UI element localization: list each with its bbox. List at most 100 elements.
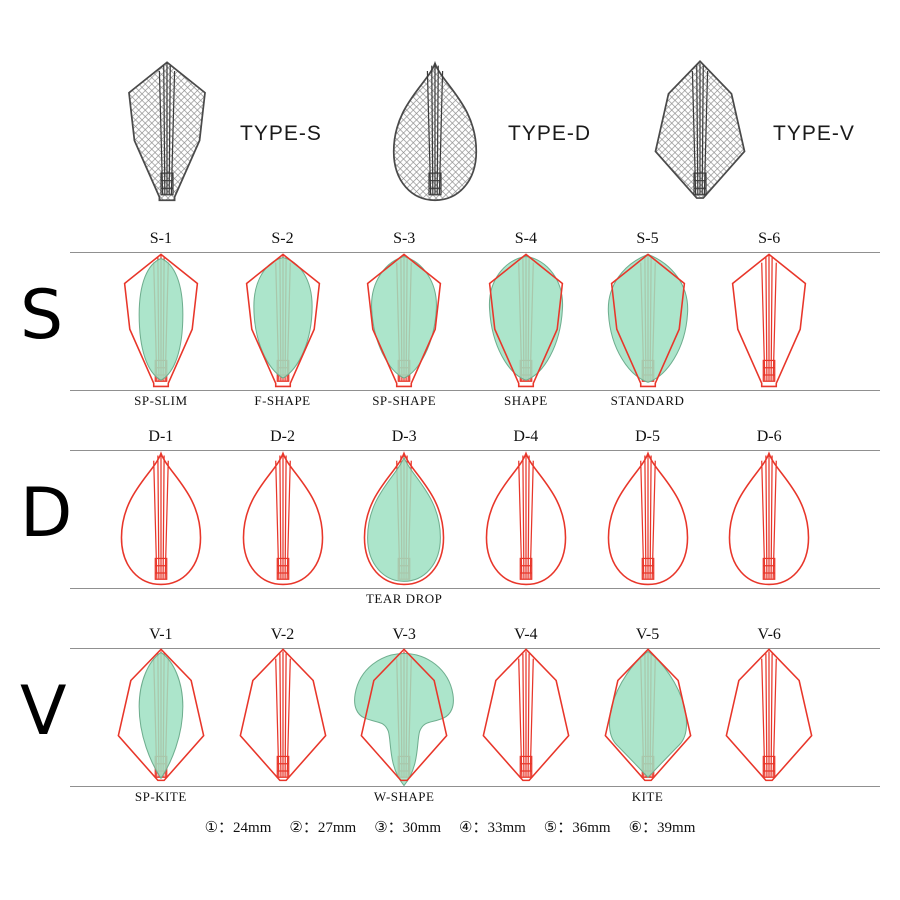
cell-v2: V-2 xyxy=(222,624,344,806)
type-d-group: TYPE-D xyxy=(380,58,591,210)
type-d-label: TYPE-D xyxy=(508,122,592,145)
cell-s5: S-5 STANDARD xyxy=(587,228,709,410)
row-s: S-1 SP-SLIM S-2 F-SHAPE S-3 xyxy=(70,228,880,410)
cell-s1: S-1 SP-SLIM xyxy=(100,228,222,410)
flight-diagram-v5 xyxy=(604,648,691,782)
row-v-divider-bottom xyxy=(70,786,880,787)
cell-d1: D-1 xyxy=(100,426,222,608)
row-letter-d: D xyxy=(20,474,73,553)
cell-s4: S-4 SHAPE xyxy=(465,228,587,410)
cell-caption: SP-SHAPE xyxy=(372,393,437,408)
cell-id: V-3 xyxy=(392,626,416,643)
type-v-drawing xyxy=(654,60,746,199)
cell-s6: S-6 xyxy=(708,228,830,410)
legend-item-6: ⑥：39mm xyxy=(628,820,696,836)
flight-stem xyxy=(761,254,778,382)
cell-id: D-2 xyxy=(270,428,295,445)
row-v: V-1 SP-KITE V-2 V-3 W-SHAPE xyxy=(70,624,880,806)
row-letter-s: S xyxy=(20,276,64,355)
cell-id: D-4 xyxy=(513,428,539,445)
cell-id: D-6 xyxy=(756,428,782,445)
cell-id: V-5 xyxy=(635,626,660,643)
cell-v5: V-5 KITE xyxy=(587,624,709,806)
cell-d2: D-2 xyxy=(222,426,344,608)
legend-item-1: ①：24mm xyxy=(204,820,272,836)
cell-v3: V-3 W-SHAPE xyxy=(343,624,465,806)
cell-id: D-3 xyxy=(391,428,417,445)
row-d-cells: D-1 D-2 D-3 TEAR DROP D-4 xyxy=(100,426,830,608)
flight-fill-shape xyxy=(252,256,313,379)
flight-diagram-s5 xyxy=(607,253,688,388)
cell-id: S-3 xyxy=(393,230,416,247)
flight-stem xyxy=(517,452,534,580)
flight-fill-shape xyxy=(367,457,442,582)
type-s-group: TYPE-S xyxy=(112,58,322,210)
type-d-drawing xyxy=(392,62,478,202)
flight-fill-shape xyxy=(138,257,184,381)
flight-diagram-s6 xyxy=(732,253,807,388)
row-d: D-1 D-2 D-3 TEAR DROP D-4 xyxy=(70,426,880,608)
size-legend: ①：24mm ②：27mm ③：30mm ④：33mm ⑤：36mm ⑥：39m… xyxy=(0,816,900,837)
cell-id: S-2 xyxy=(271,230,294,247)
cell-caption: KITE xyxy=(631,789,664,804)
cell-d6: D-6 xyxy=(708,426,830,608)
flight-diagram-d2 xyxy=(242,452,323,586)
flight-stem xyxy=(274,650,291,778)
row-v-divider-top xyxy=(70,648,880,649)
cell-v6: V-6 xyxy=(708,624,830,806)
cell-d3: D-3 TEAR DROP xyxy=(343,426,465,608)
row-d-divider-top xyxy=(70,450,880,451)
cell-v1: V-1 SP-KITE xyxy=(100,624,222,806)
flight-diagram-s2 xyxy=(245,253,320,388)
row-s-divider-bottom xyxy=(70,390,880,391)
cell-id: S-6 xyxy=(758,230,781,247)
cell-caption: W-SHAPE xyxy=(373,789,435,804)
flight-diagram-d5 xyxy=(607,452,688,586)
cell-id: S-4 xyxy=(514,230,537,247)
flight-diagram-v4 xyxy=(482,648,570,782)
cell-caption: SHAPE xyxy=(504,393,548,408)
flight-diagram-s3 xyxy=(366,253,442,388)
cell-id: V-2 xyxy=(270,626,295,643)
flight-diagram-d6 xyxy=(728,452,810,586)
legend-item-5: ⑤：36mm xyxy=(543,820,611,836)
cell-v4: V-4 xyxy=(465,624,587,806)
type-s-label: TYPE-S xyxy=(240,122,322,145)
flight-diagram-d4 xyxy=(485,452,567,586)
type-s-drawing xyxy=(128,61,206,202)
cell-s3: S-3 SP-SHAPE xyxy=(343,228,465,410)
flight-diagram-s4 xyxy=(488,253,564,388)
cell-id: S-1 xyxy=(149,230,172,247)
cell-id: D-1 xyxy=(148,428,174,445)
cell-s2: S-2 F-SHAPE xyxy=(222,228,344,410)
row-letter-v: V xyxy=(20,672,67,751)
flight-fill-shape xyxy=(138,651,184,779)
row-d-divider-bottom xyxy=(70,588,880,589)
cell-id: V-1 xyxy=(149,626,173,643)
cell-caption: SP-KITE xyxy=(134,789,187,804)
flight-fill-shape xyxy=(607,253,688,383)
row-s-divider-top xyxy=(70,252,880,253)
flight-stem xyxy=(517,650,534,778)
flight-diagram-s1 xyxy=(123,253,199,388)
cell-caption: F-SHAPE xyxy=(254,393,311,408)
cell-id: V-6 xyxy=(757,626,781,643)
flight-fill-shape xyxy=(608,650,687,778)
flight-diagram-v1 xyxy=(117,648,205,782)
cell-id: D-5 xyxy=(635,428,660,445)
legend-item-2: ②：27mm xyxy=(289,820,357,836)
flight-fill-shape xyxy=(354,652,455,787)
flight-diagram-v2 xyxy=(239,648,326,782)
cell-caption: SP-SLIM xyxy=(134,393,188,408)
flight-diagram-d3 xyxy=(363,452,445,586)
flight-stem xyxy=(274,452,291,580)
cell-d4: D-4 xyxy=(465,426,587,608)
legend-item-3: ③：30mm xyxy=(374,820,441,836)
flight-stem xyxy=(761,650,778,778)
type-v-group: TYPE-V xyxy=(645,58,855,210)
flight-stem xyxy=(152,452,169,580)
row-v-cells: V-1 SP-KITE V-2 V-3 W-SHAPE xyxy=(100,624,830,806)
legend-item-4: ④：33mm xyxy=(459,820,526,836)
flight-stem xyxy=(639,452,656,580)
row-s-cells: S-1 SP-SLIM S-2 F-SHAPE S-3 xyxy=(100,228,830,410)
